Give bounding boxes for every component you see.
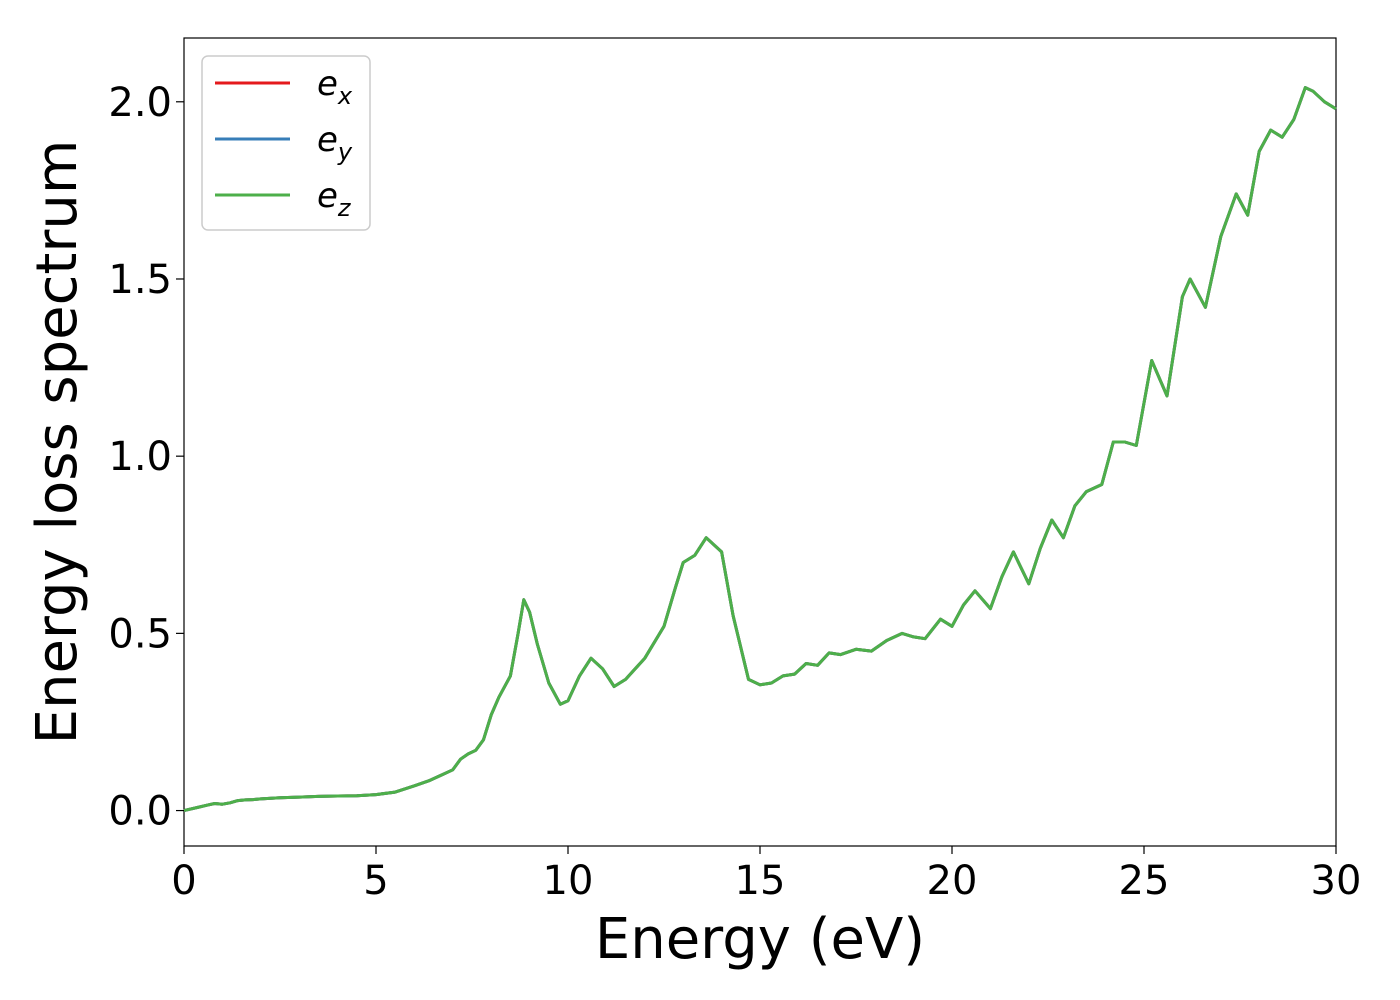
y-tick-label: 1.5 <box>108 257 172 303</box>
x-tick-label: 30 <box>1311 858 1362 904</box>
x-axis: 0 5 10 15 20 25 30 <box>171 846 1361 904</box>
x-axis-title: Energy (eV) <box>595 907 925 972</box>
legend-box <box>201 55 371 231</box>
legend-subscript: x <box>337 82 353 110</box>
x-tick-label: 0 <box>171 858 196 904</box>
x-tick-label: 10 <box>543 858 594 904</box>
legend-subscript: z <box>337 194 352 222</box>
plot-area <box>183 37 1337 847</box>
series-layer <box>183 86 1337 813</box>
y-tick-label: 0.5 <box>108 611 172 657</box>
y-axis-title: Energy loss spectrum <box>25 140 90 745</box>
x-tick-label: 15 <box>735 858 786 904</box>
x-tick-label: 20 <box>927 858 978 904</box>
x-tick-label: 25 <box>1119 858 1170 904</box>
series-line-ez <box>183 86 1337 813</box>
legend-subscript: y <box>337 138 353 166</box>
y-tick-label: 1.0 <box>108 434 172 480</box>
y-axis: 0.0 0.5 1.0 1.5 2.0 <box>108 80 184 835</box>
y-tick-label: 0.0 <box>108 789 172 835</box>
x-tick-label: 5 <box>363 858 388 904</box>
y-tick-label: 2.0 <box>108 80 172 126</box>
